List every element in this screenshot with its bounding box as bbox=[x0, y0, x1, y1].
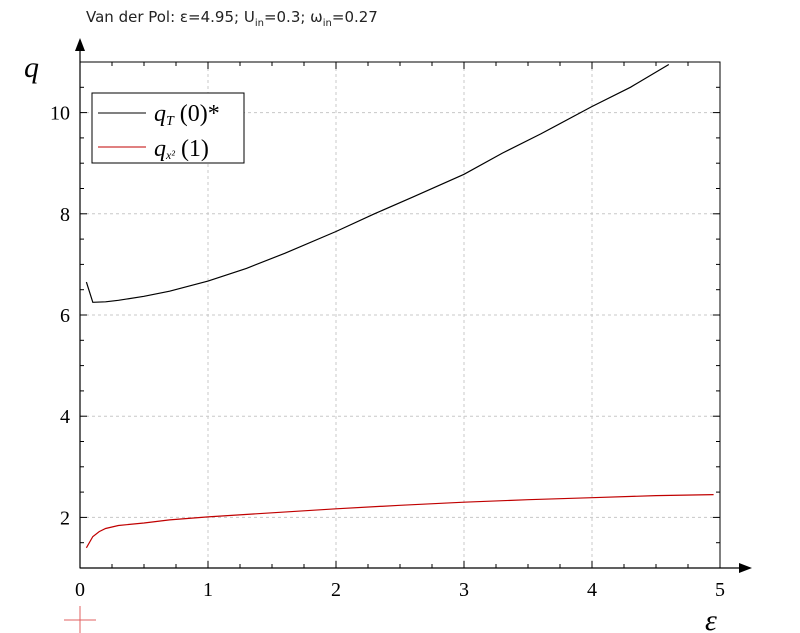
x-tick-label: 3 bbox=[459, 579, 469, 601]
series-line-0 bbox=[85, 63, 670, 303]
legend-box bbox=[91, 92, 245, 164]
legend-entry-1: qx² (1) bbox=[154, 136, 209, 162]
y-axis-label: q bbox=[24, 51, 39, 84]
x-tick-label: 2 bbox=[331, 579, 341, 601]
y-axis-arrow bbox=[75, 38, 85, 51]
ticks bbox=[79, 61, 721, 569]
chart-title: Van der Pol: ε=4.95; Uin=0.3; ωin=0.27 bbox=[86, 8, 378, 29]
origin-cross-marker bbox=[64, 606, 96, 633]
x-tick-label: 5 bbox=[715, 579, 725, 601]
y-tick-label: 10 bbox=[50, 103, 70, 125]
y-tick-label: 6 bbox=[60, 305, 70, 327]
x-axis-label: ε bbox=[705, 604, 717, 633]
legend: qT (0)* qx² (1) bbox=[91, 92, 245, 164]
series-layer bbox=[85, 63, 714, 549]
y-tick-label: 8 bbox=[60, 204, 70, 226]
y-tick-label: 4 bbox=[60, 406, 70, 428]
series-line-1 bbox=[85, 494, 714, 549]
grid-lines bbox=[80, 62, 720, 568]
x-axis-arrow bbox=[739, 563, 752, 573]
legend-entry-0: qT (0)* bbox=[154, 101, 220, 129]
x-tick-label: 1 bbox=[203, 579, 213, 601]
x-tick-label: 0 bbox=[75, 579, 85, 601]
x-tick-label: 4 bbox=[587, 579, 597, 601]
y-tick-label: 2 bbox=[60, 507, 70, 529]
tick-labels: 0 1 2 3 4 5 2 4 6 8 10 bbox=[50, 103, 725, 601]
